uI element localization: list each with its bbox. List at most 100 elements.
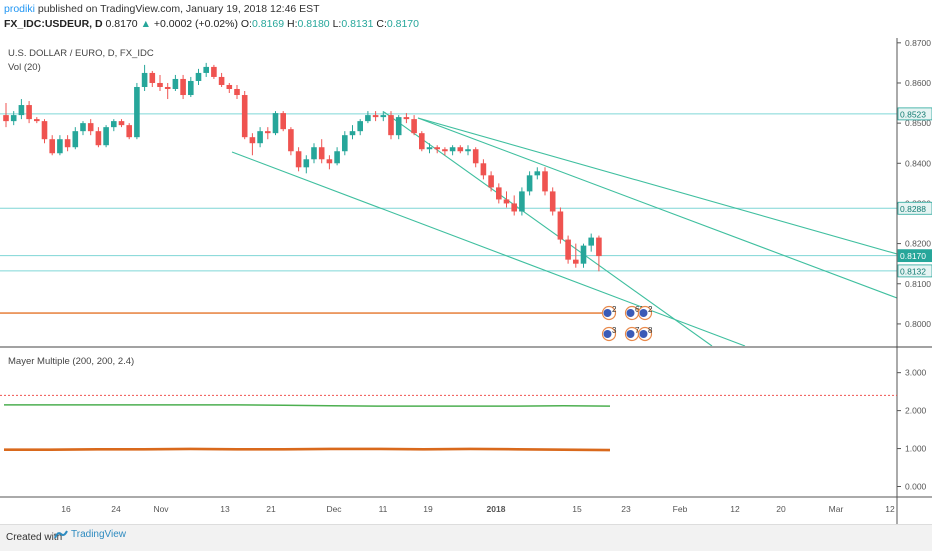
open-value: 0.8169: [251, 18, 285, 30]
candle-body: [295, 151, 302, 168]
price-change: +0.0002 (+0.02%): [153, 18, 238, 30]
mayer-tick-label: 2.000: [905, 406, 927, 416]
candle-body: [18, 105, 25, 116]
mayer-title: Mayer Multiple (200, 200, 2.4): [8, 356, 134, 367]
symbol-label: FX_IDC:USDEUR, D: [4, 18, 103, 30]
candle-body: [64, 139, 71, 148]
flag-icon: [626, 330, 635, 338]
created-with-text: Created with: [6, 532, 63, 543]
candle-body: [573, 259, 579, 264]
flag-icon: [603, 309, 612, 317]
candle-body: [326, 159, 333, 164]
price-label-text: 0.8132: [900, 266, 926, 276]
chart-canvas[interactable]: 2612378 0.87000.86000.85000.84000.83000.…: [0, 0, 932, 524]
candle-body: [126, 125, 132, 138]
time-tick-label: 12: [730, 504, 740, 514]
time-tick-label: Nov: [153, 504, 169, 514]
candle-body: [211, 66, 217, 77]
price-tick-label: 0.8100: [905, 279, 931, 289]
time-tick-label: 19: [423, 504, 433, 514]
candle-body: [588, 237, 594, 246]
time-tick-label: 15: [572, 504, 582, 514]
candle-body: [41, 121, 48, 140]
event-marker-count: 3: [612, 326, 617, 335]
ohlc-line: FX_IDC:USDEUR, D 0.8170 ▲ +0.0002 (+0.02…: [4, 18, 419, 30]
candle-body: [442, 149, 448, 152]
candle-body: [419, 133, 425, 150]
mayer-multiple-pane: 3.000 2.000 1.000 0.000: [0, 368, 927, 492]
candle-body: [249, 137, 256, 144]
candle-body: [272, 113, 279, 134]
event-marker-count: 2: [612, 305, 617, 314]
candle-body: [365, 115, 371, 122]
candle-body: [34, 119, 40, 122]
time-tick-label: Mar: [829, 504, 844, 514]
candle-body: [226, 84, 233, 89]
published-text: published on TradingView.com, January 19…: [37, 3, 320, 15]
low-label: L:: [332, 18, 342, 30]
candle-body: [557, 211, 564, 240]
candle-body: [318, 147, 325, 160]
candle-body: [596, 237, 602, 257]
candle-body: [449, 147, 456, 152]
candle-body: [349, 131, 356, 136]
event-marker-count: 8: [648, 326, 653, 335]
time-tick-label: Feb: [673, 504, 688, 514]
candle-body: [118, 121, 125, 126]
high-label: H:: [287, 18, 298, 30]
tradingview-brand[interactable]: TradingView: [54, 529, 126, 540]
candle-body: [87, 123, 94, 132]
time-tick-label: 12: [885, 504, 895, 514]
price-label-box: [897, 107, 932, 121]
price-tick-label: 0.8500: [905, 118, 931, 128]
price-label-text: 0.8288: [900, 204, 926, 214]
close-label: C:: [376, 18, 387, 30]
candle-body: [457, 147, 464, 152]
time-tick-label: Dec: [326, 504, 342, 514]
candle-body: [488, 175, 494, 188]
price-label-box: [897, 264, 932, 278]
footer: Created with TradingView: [0, 524, 932, 551]
candle-body: [257, 131, 263, 144]
price-tick-label: 0.8000: [905, 319, 931, 329]
publish-line: prodiki published on TradingView.com, Ja…: [4, 3, 320, 15]
trendlines: [231, 111, 897, 346]
volume-label: Vol (20): [8, 62, 41, 73]
candle-body: [203, 66, 209, 73]
candle-body: [534, 171, 541, 176]
candle-body: [511, 203, 517, 212]
chart-header: prodiki published on TradingView.com, Ja…: [0, 0, 932, 36]
tradingview-logo-icon: [54, 530, 68, 539]
candles: [3, 62, 602, 272]
author-link[interactable]: prodiki: [4, 3, 35, 15]
flag-icon: [639, 309, 648, 317]
trendline: [417, 117, 897, 255]
time-tick-label: 13: [220, 504, 230, 514]
high-value: 0.8180: [297, 18, 330, 30]
price-tick-label: 0.8600: [905, 78, 931, 88]
last-price: 0.8170: [105, 18, 138, 30]
time-tick-label: 11: [379, 504, 388, 514]
candle-body: [426, 147, 433, 150]
event-marker-count: 7: [635, 326, 640, 335]
price-tick-label: 0.8400: [905, 158, 931, 168]
candle-body: [172, 78, 179, 89]
trendline: [417, 117, 897, 299]
candle-body: [180, 78, 186, 96]
candle-body: [357, 121, 363, 132]
candle-body: [411, 119, 417, 134]
candle-body: [388, 115, 394, 136]
up-arrow-icon: ▲: [140, 18, 151, 30]
price-label-box: [897, 249, 932, 263]
candle-body: [311, 147, 317, 160]
mayer-tick-label: 1.000: [905, 444, 927, 454]
candle-body: [472, 149, 479, 164]
candle-body: [519, 191, 525, 212]
mayer-tick-label: 3.000: [905, 368, 927, 378]
low-value: 0.8131: [341, 18, 374, 30]
price-label-text: 0.8170: [900, 251, 926, 261]
green-mayer-line: [4, 404, 611, 407]
candle-body: [241, 95, 248, 138]
event-markers: 2612378: [601, 305, 653, 342]
price-tick-label: 0.8200: [905, 239, 931, 249]
